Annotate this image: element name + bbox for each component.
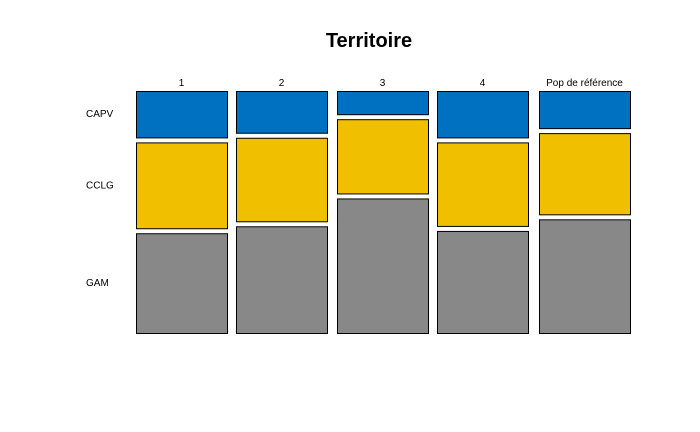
column-label: Pop de référence [546, 78, 623, 89]
tile-gam-col-2 [236, 226, 328, 334]
mosaic-tiles [136, 91, 631, 335]
column-label: 4 [480, 78, 486, 89]
tile-gam-col-1 [136, 233, 228, 335]
row-label-cclg: CCLG [86, 180, 114, 191]
column-label: 2 [279, 78, 285, 89]
row-labels: CAPV CCLG GAM [86, 109, 114, 289]
row-label-capv: CAPV [86, 109, 114, 120]
tile-cclg-col-3 [337, 119, 429, 195]
tile-capv-col-2 [236, 91, 328, 134]
column-label: 1 [179, 78, 185, 89]
row-label-gam: GAM [86, 278, 109, 289]
tile-capv-col-5 [539, 91, 631, 130]
tile-capv-col-1 [136, 91, 228, 139]
tile-gam-col-3 [337, 198, 429, 334]
tile-cclg-col-2 [236, 137, 328, 223]
tile-gam-col-5 [539, 219, 631, 335]
tile-capv-col-4 [437, 91, 529, 139]
tile-cclg-col-4 [437, 142, 529, 227]
column-labels: 1 2 3 4 Pop de référence [179, 78, 624, 89]
tile-cclg-col-1 [136, 142, 228, 230]
chart-title: Territoire [326, 30, 412, 52]
tile-gam-col-4 [437, 230, 529, 334]
column-label: 3 [380, 78, 386, 89]
tile-cclg-col-5 [539, 133, 631, 216]
tile-capv-col-3 [337, 91, 429, 116]
